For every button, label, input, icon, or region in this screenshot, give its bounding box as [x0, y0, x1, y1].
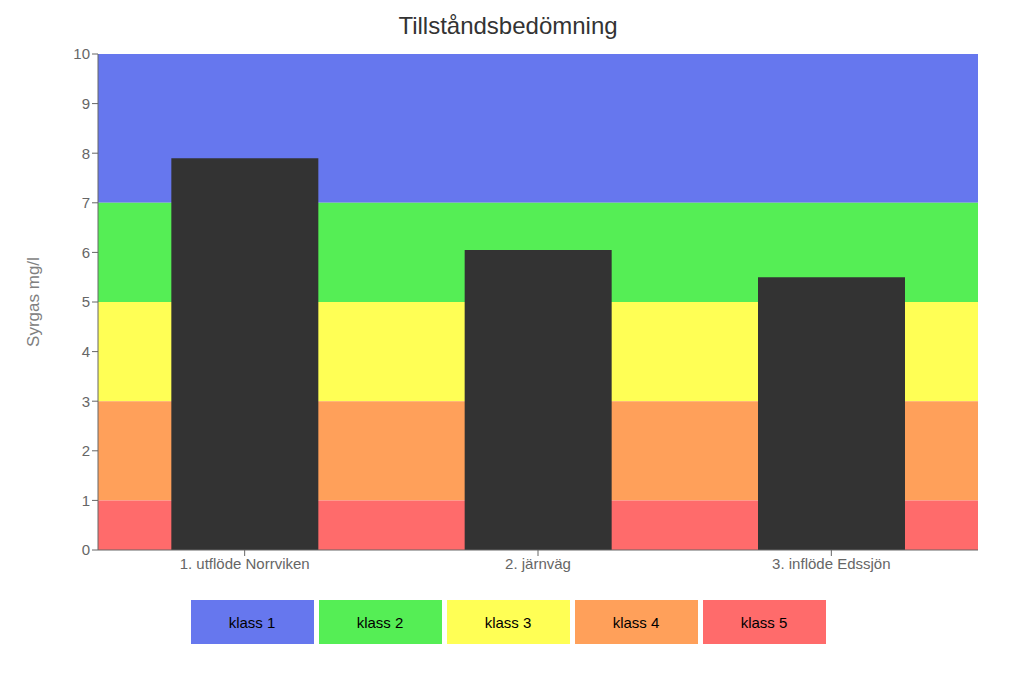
svg-text:1. utflöde Norrviken: 1. utflöde Norrviken: [180, 555, 310, 572]
html-text:klass 3: klass 3: [484, 613, 532, 631]
svg-text:4: 4: [82, 343, 90, 360]
html-text:klass 2: klass 2: [356, 613, 404, 631]
html-text:klass 1: klass 1: [228, 613, 276, 631]
svg-text:3: 3: [82, 393, 90, 410]
svg-text:3. inflöde Edssjön: 3. inflöde Edssjön: [772, 555, 890, 572]
svg-text:2: 2: [82, 442, 90, 459]
svg-text:Syrgas mg/l: Syrgas mg/l: [24, 257, 43, 347]
svg-text:1: 1: [82, 492, 90, 509]
svg-text:2. järnväg: 2. järnväg: [505, 555, 571, 572]
html-text:klass 4: klass 4: [612, 613, 660, 631]
svg-text:6: 6: [82, 244, 90, 261]
svg-text:7: 7: [82, 194, 90, 211]
html-text:klass 5: klass 5: [740, 613, 788, 631]
svg-text:9: 9: [82, 95, 90, 112]
svg-text:8: 8: [82, 145, 90, 162]
svg-text:5: 5: [82, 293, 90, 310]
svg-text:0: 0: [82, 541, 90, 558]
svg-text:10: 10: [73, 45, 90, 62]
html-text:Tillståndsbedömning: Tillståndsbedömning: [398, 12, 618, 39]
